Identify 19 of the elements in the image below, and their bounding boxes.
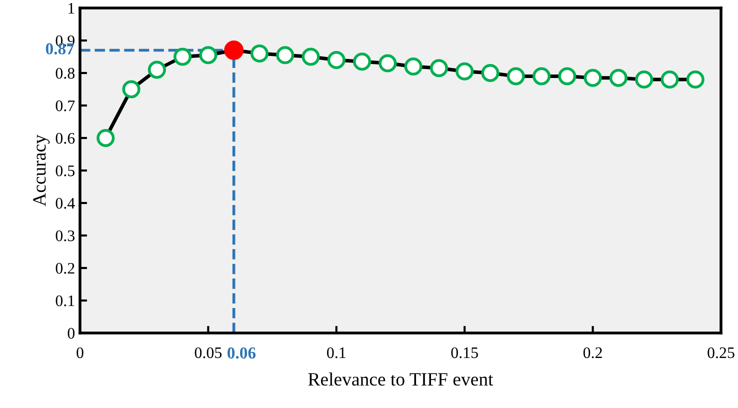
x-tick-label: 0.05 [194, 347, 222, 358]
x-axis-title: Relevance to TIFF event [308, 372, 494, 386]
y-tick-label: 0.1 [56, 295, 74, 306]
y-tick-label: 0.2 [56, 262, 74, 274]
x-tick-label: 0.25 [708, 347, 734, 358]
x-tick-label: 0.1 [327, 347, 346, 358]
y-tick-label: 0.8 [56, 68, 75, 79]
y-tick-label: 0 [68, 328, 75, 339]
y-tick-label: 0.5 [56, 165, 75, 176]
y-tick-label: 0.4 [56, 198, 75, 209]
ref-line-label: 0.06 [228, 347, 256, 359]
y-tick-label: 0.6 [56, 132, 75, 144]
x-tick-label: 0.2 [583, 347, 602, 358]
y-tick-label: 1 [68, 2, 74, 14]
x-tick-label: 0 [76, 347, 84, 358]
y-tick-label: 0.3 [56, 230, 75, 242]
y-axis-title: Accuracy [33, 134, 50, 206]
y-tick-label: 0.7 [56, 100, 75, 112]
x-tick-label: 0.15 [451, 347, 478, 358]
